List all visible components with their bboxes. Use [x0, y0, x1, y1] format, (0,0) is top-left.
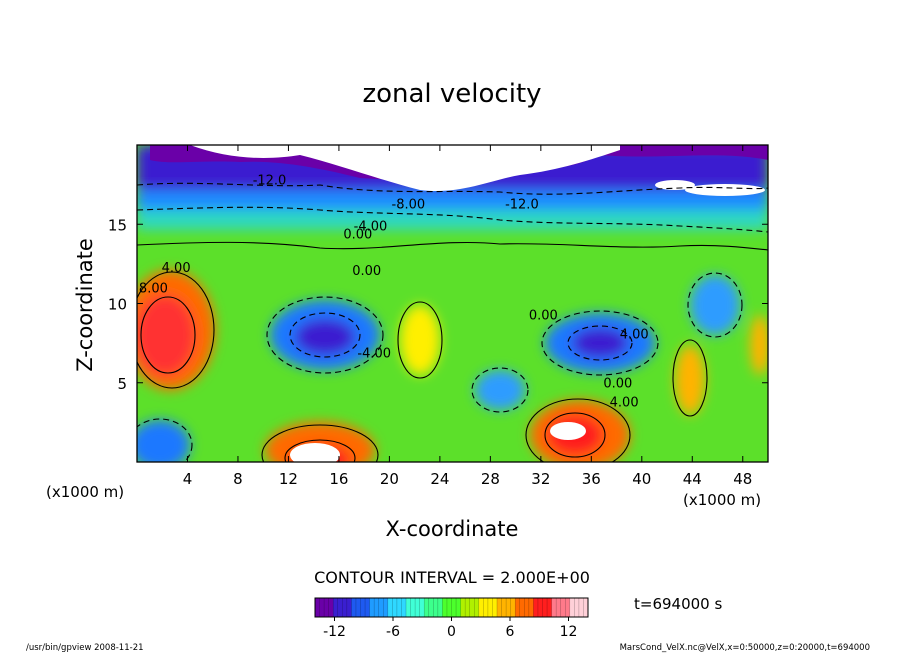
contour-label: -4.00 [357, 346, 391, 361]
footer-right: MarsCond_VelX.nc@VelX,x=0:50000,z=0:2000… [620, 643, 870, 653]
x-tick-label: 48 [733, 470, 752, 488]
colorbar-ticks: -12 -6 0 6 12 [323, 617, 577, 640]
contour-labels: -12.0-8.00 -12.0-4.000.004.008.000.00-4.0… [139, 174, 649, 411]
contour-interval-text: CONTOUR INTERVAL = 2.000E+00 [314, 568, 590, 587]
x-tick-label: 44 [683, 470, 702, 488]
x-tick-label: 20 [380, 470, 399, 488]
contour-label: -12.0 [253, 174, 287, 189]
y-tick-label: 10 [108, 296, 127, 314]
x-tick-label: 40 [632, 470, 651, 488]
contour-label: -4.00 [354, 220, 388, 235]
x-tick-label: 8 [233, 470, 243, 488]
y-tick-label: 15 [108, 216, 127, 234]
colorbar-segment [478, 598, 498, 617]
colorbar-segment [369, 598, 389, 617]
footer-left: /usr/bin/gpview 2008-11-21 [26, 643, 144, 653]
x-axis-ticks: 4 8 12 16 20 24 28 32 36 40 44 48 [183, 145, 752, 488]
contour-label: 4.00 [162, 261, 191, 276]
colorbar-segment [387, 598, 407, 617]
colorbar-tick-label: -12 [323, 624, 346, 640]
colorbar-tick-label: 0 [447, 624, 456, 640]
y-tick-label: 5 [117, 375, 127, 393]
contour-label: 0.00 [603, 377, 632, 392]
colorbar-segment [333, 598, 352, 617]
colorbar-segment [351, 598, 370, 617]
colorbar-segment [442, 598, 461, 617]
x-tick-label: 36 [582, 470, 601, 488]
colorbar-segment [551, 598, 571, 617]
x-tick-label: 28 [481, 470, 500, 488]
x-tick-label: 16 [329, 470, 348, 488]
chart-title: zonal velocity [362, 79, 541, 109]
x-tick-label: 32 [531, 470, 550, 488]
x-unit-left: (x1000 m) [46, 483, 124, 501]
colorbar-tick-label: 6 [506, 624, 515, 640]
contour-label: -8.00 [392, 197, 426, 212]
velocity-field [137, 145, 768, 462]
colorbar-segment [424, 598, 443, 617]
x-tick-label: 4 [183, 470, 193, 488]
colorbar-segment [315, 598, 334, 617]
colorbar-segment [569, 598, 589, 617]
contour-lines [137, 182, 768, 462]
colorbar-segment [497, 598, 516, 617]
colorbar [314, 597, 589, 618]
contour-label: 4.00 [610, 396, 639, 411]
colorbar-tick-label: 12 [560, 624, 578, 640]
colorbar-segment [460, 598, 480, 617]
colorbar-segment [406, 598, 425, 617]
x-axis-label: X-coordinate [386, 517, 519, 541]
time-label: t=694000 s [634, 595, 722, 613]
x-tick-label: 12 [279, 470, 298, 488]
y-axis-label: Z-coordinate [73, 238, 97, 372]
contour-label: 0.00 [352, 264, 381, 279]
y-axis-ticks: 5 10 15 [108, 216, 768, 393]
contour-label: 8.00 [139, 281, 168, 296]
contour-label: 0.00 [343, 228, 372, 243]
x-tick-label: 24 [430, 470, 449, 488]
x-unit-right: (x1000 m) [683, 491, 761, 509]
plot-area: -12.0-8.00 -12.0-4.000.004.008.000.00-4.0… [137, 145, 768, 462]
contour-label: -12.0 [505, 197, 539, 212]
contour-label: 0.00 [529, 308, 558, 323]
contour-label: 4.00 [620, 327, 649, 342]
colorbar-segment [515, 598, 534, 617]
colorbar-segment [533, 598, 552, 617]
colorbar-tick-label: -6 [386, 624, 400, 640]
